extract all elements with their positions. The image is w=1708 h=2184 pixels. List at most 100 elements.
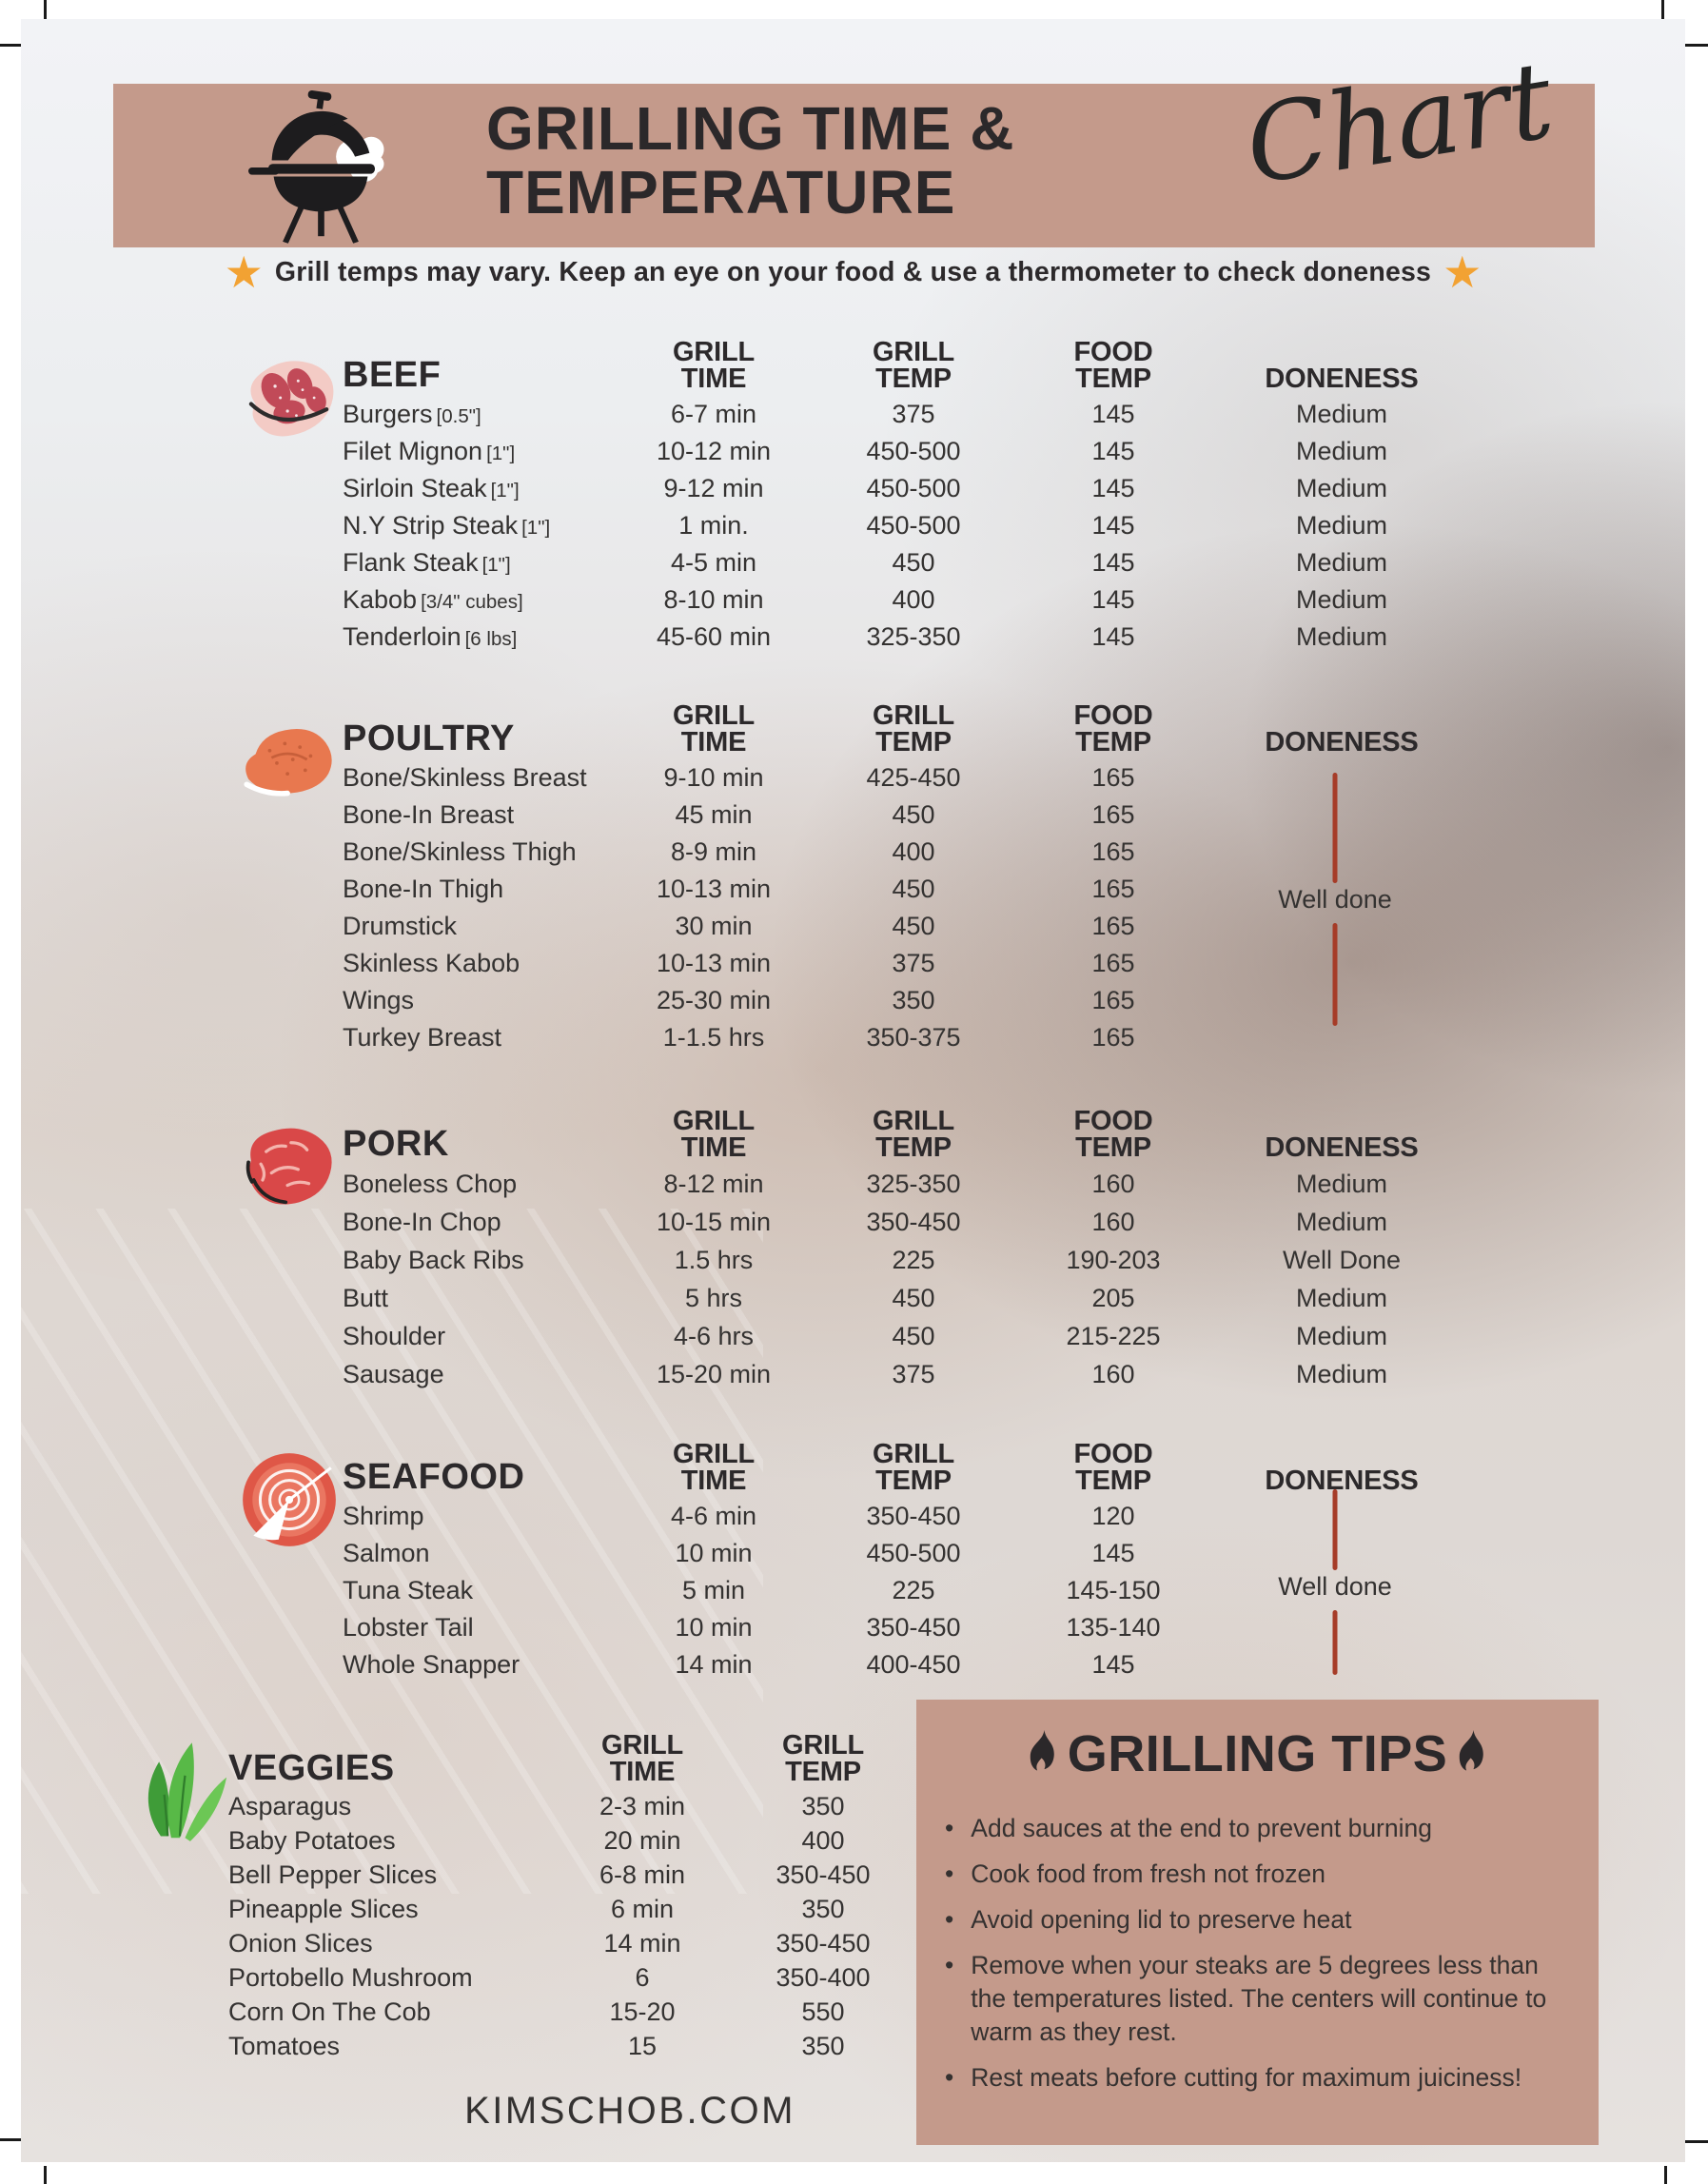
crop-mark: [0, 2138, 23, 2141]
grill-temp-value: 450: [892, 875, 935, 903]
grill-temp-value: 425-450: [866, 763, 961, 792]
food-temp-value: 165: [1091, 800, 1135, 829]
food-temp-value: 160: [1091, 1359, 1135, 1388]
food-temp-value: 165: [1091, 1023, 1135, 1052]
grilling-tips-title: GRILLING TIPS: [1067, 1725, 1448, 1782]
grilling-tip-text: Cook food from fresh not frozen: [971, 1859, 1325, 1888]
table-row: Bone/Skinless Thigh 8-9 min 400 165: [238, 834, 1475, 871]
grill-temp-value: 350: [801, 1791, 845, 1820]
grill-time-value: 30 min: [675, 912, 753, 940]
grill-temp-value: 325-350: [866, 1169, 961, 1198]
grill-temp-value: 350-450: [775, 1928, 871, 1958]
grill-time-header: GRILL TIME: [601, 1729, 683, 1787]
doneness-value: Well Done: [1282, 1245, 1402, 1274]
item-size: [1"]: [486, 443, 516, 464]
title-script-word: Chart: [1237, 38, 1561, 209]
item-size: [1"]: [521, 517, 551, 539]
kettle-grill-icon: [248, 89, 393, 246]
food-temp-value: 165: [1091, 763, 1135, 792]
grill-temp-value: 350: [801, 2031, 845, 2060]
grill-temp-value: 400-450: [866, 1650, 961, 1679]
item-name: Burgers [0.5"]: [343, 400, 481, 428]
food-temp-value: 145: [1091, 1650, 1135, 1679]
section-title-cell: PORK: [343, 1124, 618, 1165]
grill-time-value: 45 min: [675, 800, 753, 829]
bullet-icon: •: [945, 2062, 954, 2092]
grill-temp-value: 450-500: [866, 474, 961, 502]
item-name: Skinless Kabob: [343, 949, 520, 977]
grill-temp-header: GRILL TEMP: [873, 699, 954, 758]
grill-time-value: 1-1.5 hrs: [662, 1023, 765, 1052]
table-row: Butt 5 hrs 450 205 Medium: [238, 1279, 1475, 1317]
grill-time-value: 10-13 min: [656, 875, 772, 903]
grilling-tips-list: • Add sauces at the end to prevent burnin…: [916, 1812, 1599, 2095]
doneness-note: Well done: [1278, 885, 1392, 914]
crop-mark: [1661, 0, 1664, 19]
table-row: Drumstick 30 min 450 165: [238, 908, 1475, 945]
food-temp-value: 145-150: [1066, 1576, 1161, 1604]
item-size: [6 lbs]: [464, 628, 518, 650]
grilling-tip-text: Avoid opening lid to preserve heat: [971, 1904, 1352, 1934]
grill-temp-header: GRILL TEMP: [873, 1105, 954, 1163]
item-name: Salmon: [343, 1539, 430, 1567]
food-temp-value: 145: [1091, 548, 1135, 577]
table-row: Shrimp 4-6 min 350-450 120: [238, 1498, 1475, 1535]
grilling-tip-item: • Avoid opening lid to preserve heat: [945, 1903, 1576, 1937]
item-name: Bone-In Thigh: [343, 875, 504, 903]
grill-temp-value: 450: [892, 1321, 935, 1350]
item-name: Shrimp: [343, 1502, 424, 1530]
grilling-tip-item: • Cook food from fresh not frozen: [945, 1858, 1576, 1891]
grill-time-value: 6: [635, 1962, 650, 1992]
grill-temp-value: 325-350: [866, 622, 961, 651]
section-poultry: POULTRY GRILL TIME GRILL TEMP FOOD TEMP DONENES…: [238, 678, 1475, 1056]
item-name: Tenderloin [6 lbs]: [343, 622, 518, 651]
page-title-line2: TEMPERATURE: [486, 158, 956, 227]
item-name: Tuna Steak: [343, 1576, 474, 1604]
grill-time-value: 9-10 min: [663, 763, 764, 792]
grill-time-value: 6-7 min: [670, 400, 757, 428]
doneness-value: Medium: [1295, 1283, 1388, 1312]
item-size: [1"]: [490, 480, 520, 502]
section-title-cell: VEGGIES: [228, 1748, 552, 1789]
pork-ham-icon: [236, 1110, 343, 1224]
table-row: Lobster Tail 10 min 350-450 135-140: [238, 1609, 1475, 1646]
grill-temp-value: 375: [892, 949, 935, 977]
grilling-tips-header: GRILLING TIPS: [916, 1724, 1599, 1783]
grill-temp-header: GRILL TEMP: [873, 1438, 954, 1496]
crop-mark: [44, 2166, 47, 2184]
food-temp-value: 145: [1091, 1539, 1135, 1567]
grill-temp-value: 375: [892, 400, 935, 428]
grill-temp-value: 450-500: [866, 437, 961, 465]
grill-time-value: 15-20: [609, 1997, 676, 2026]
doneness-line: [1332, 773, 1338, 883]
table-row: Salmon 10 min 450-500 145: [238, 1535, 1475, 1572]
grill-temp-value: 400: [801, 1825, 845, 1855]
doneness-value: Medium: [1295, 1169, 1388, 1198]
table-header-row: BEEF GRILL TIME GRILL TEMP FOOD TEMP DONENESS: [238, 314, 1475, 396]
grill-time-value: 1.5 hrs: [674, 1245, 754, 1274]
table-row: Whole Snapper 14 min 400-450 145: [238, 1646, 1475, 1683]
item-name: Whole Snapper: [343, 1650, 520, 1679]
table-row: N.Y Strip Steak [1"] 1 min. 450-500 145 Mediu…: [238, 507, 1475, 544]
food-temp-header: FOOD TEMP: [1073, 699, 1153, 758]
grill-time-value: 14 min: [675, 1650, 753, 1679]
grill-temp-value: 400: [892, 585, 935, 614]
grilling-tip-text: Remove when your steaks are 5 degrees le…: [971, 1950, 1547, 2046]
table-row: Flank Steak [1"] 4-5 min 450 145 Medium: [238, 544, 1475, 581]
item-name: Sausage: [343, 1359, 444, 1388]
doneness-value: Medium: [1295, 1207, 1388, 1236]
table-row: Onion Slices 14 min 350-450: [147, 1926, 913, 1960]
section-title-cell: BEEF: [343, 355, 618, 396]
doneness-header: DONENESS: [1265, 363, 1419, 394]
grill-time-value: 10 min: [675, 1613, 753, 1642]
table-row: Corn On The Cob 15-20 550: [147, 1995, 913, 2029]
grill-temp-value: 550: [801, 1997, 845, 2026]
item-name: Filet Mignon [1"]: [343, 437, 516, 465]
grill-time-value: 8-12 min: [663, 1169, 764, 1198]
table-row: Bone/Skinless Breast 9-10 min 425-450 165: [238, 759, 1475, 797]
grill-temp-value: 450-500: [866, 511, 961, 540]
notice-bar: ★ Grill temps may vary. Keep an eye on y…: [21, 250, 1685, 294]
grill-time-value: 20 min: [603, 1825, 681, 1855]
grill-temp-value: 450: [892, 1283, 935, 1312]
grill-time-value: 25-30 min: [656, 986, 772, 1014]
